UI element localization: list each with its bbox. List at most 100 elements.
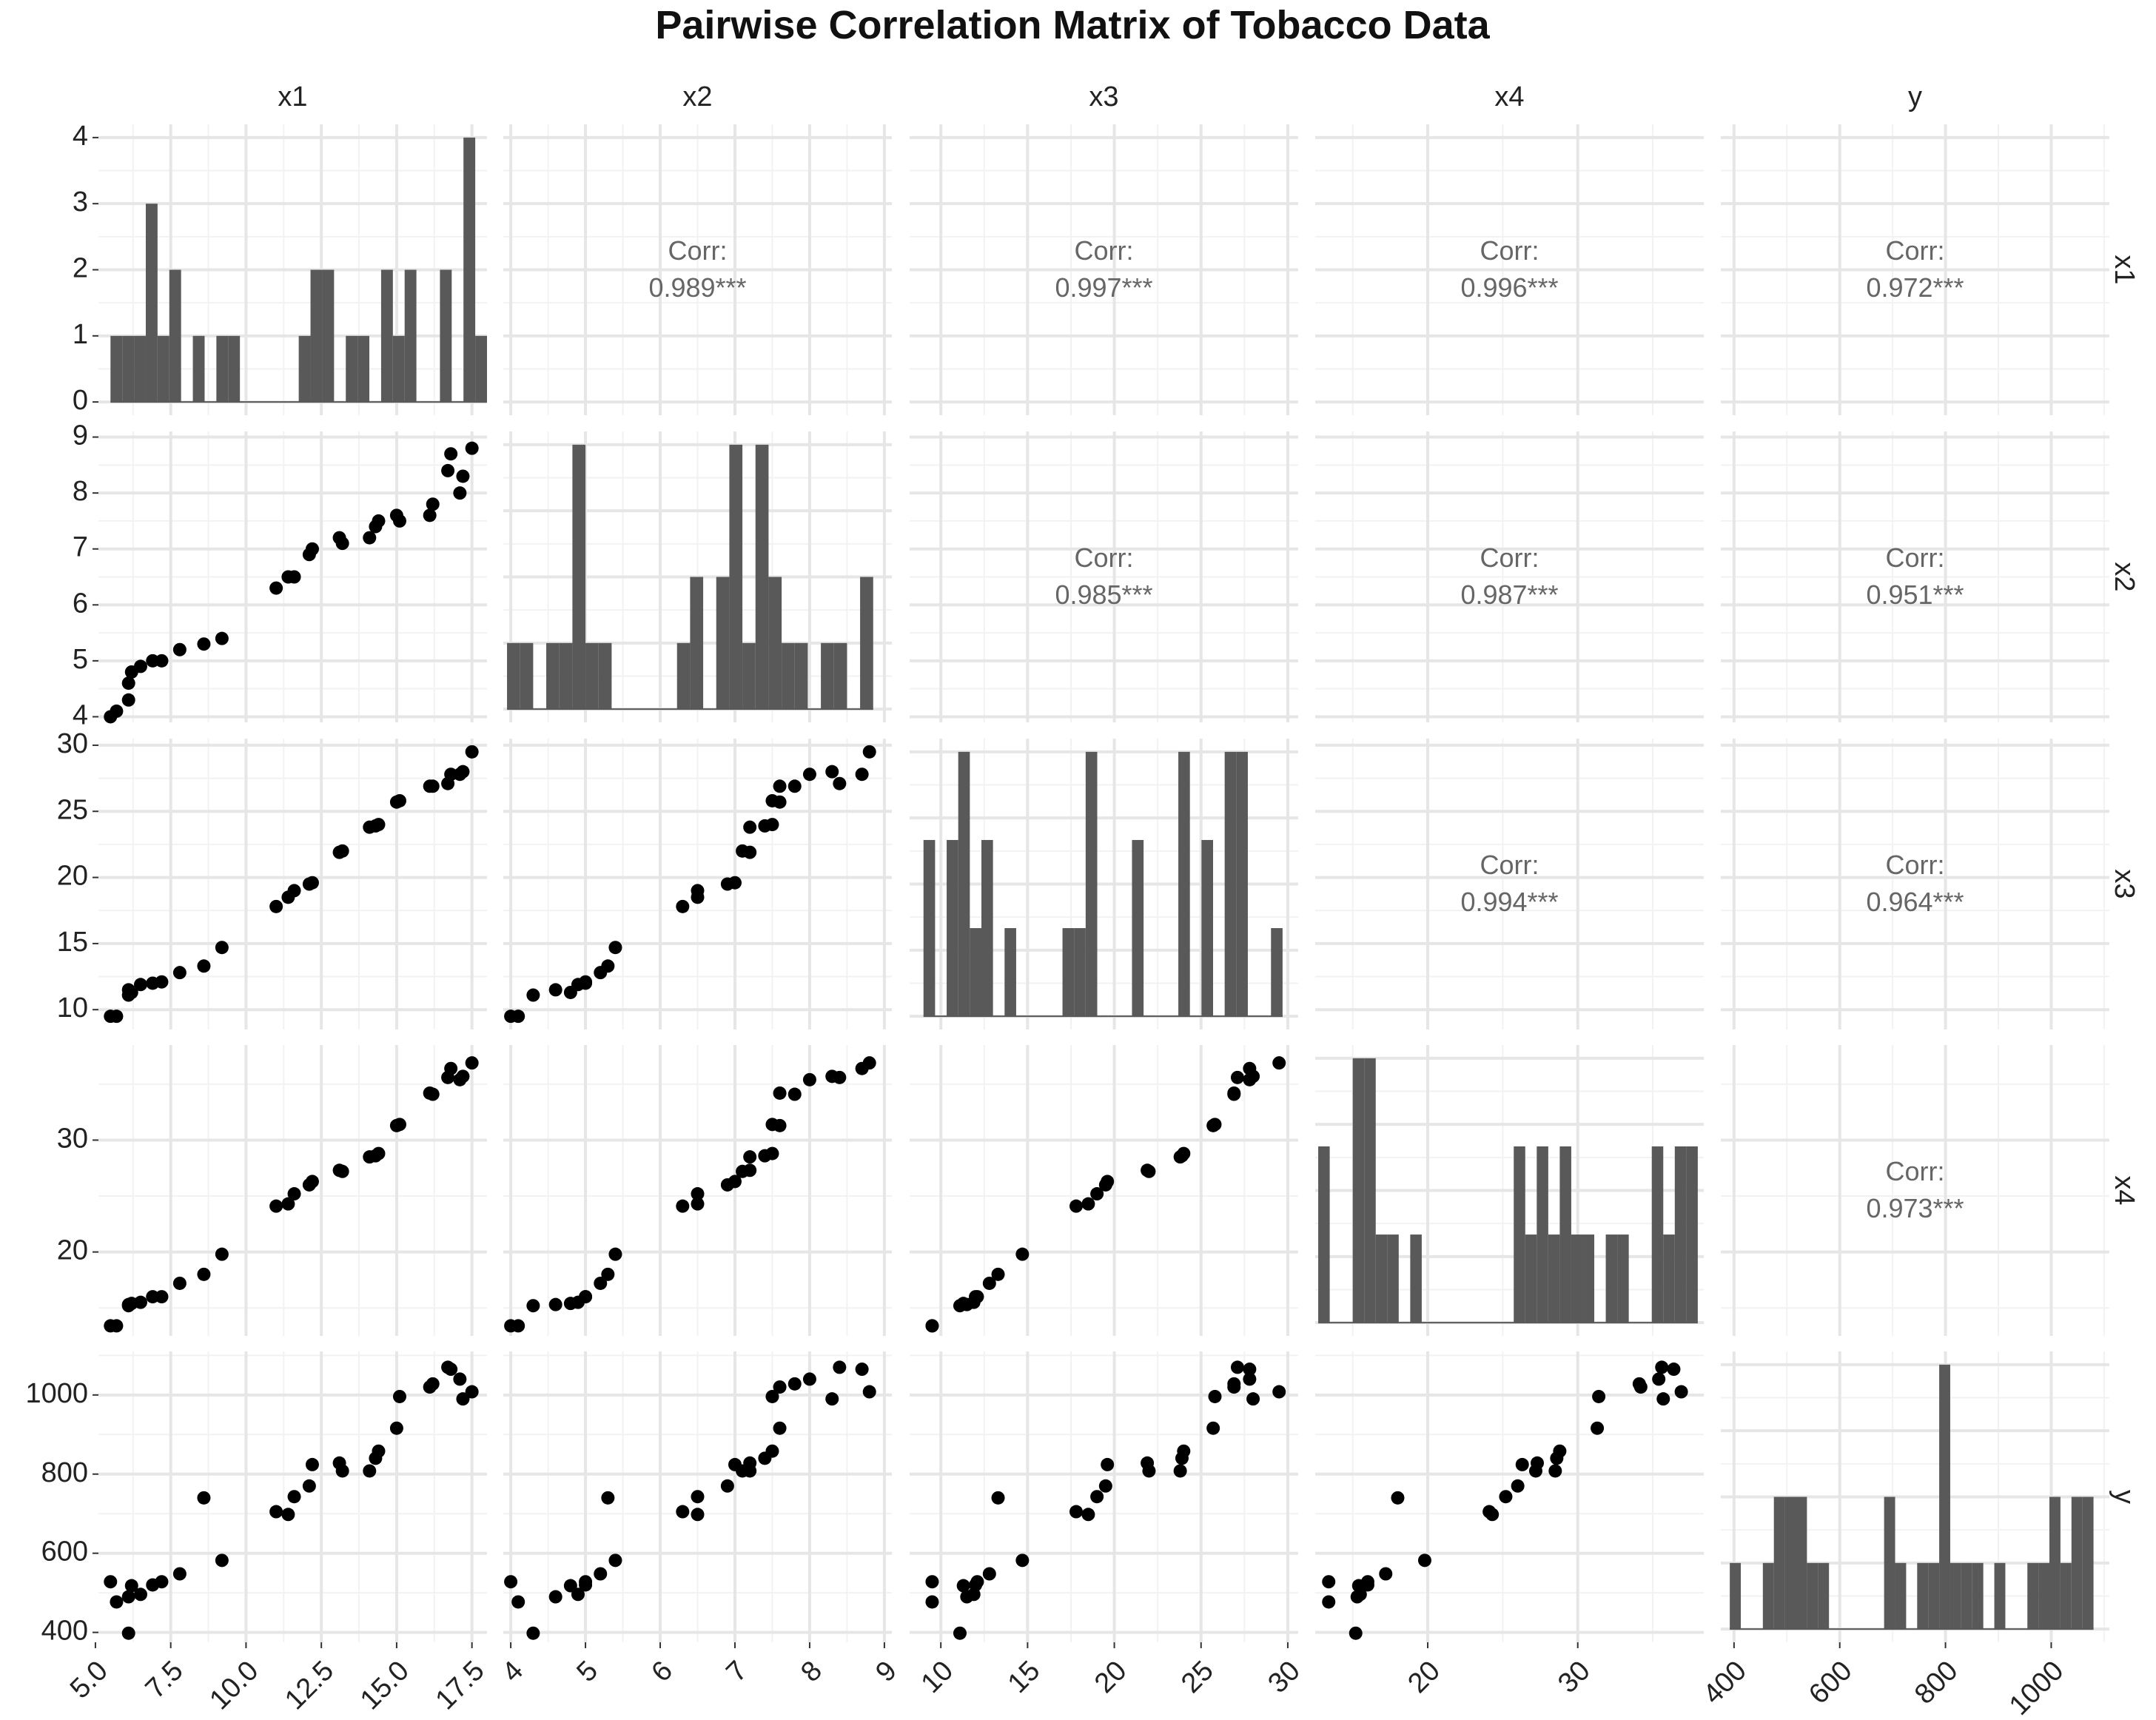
histogram-bar bbox=[1784, 1496, 1796, 1630]
histogram-bar bbox=[192, 335, 205, 403]
histogram-bar bbox=[1895, 1562, 1907, 1630]
scatter-point bbox=[571, 1588, 585, 1602]
y-tick-label-x3: 30 bbox=[57, 728, 88, 759]
y-tick-label-x3: 20 bbox=[57, 861, 88, 892]
scatter-point bbox=[335, 1164, 349, 1178]
y-tick-label-x4: 30 bbox=[57, 1123, 88, 1155]
scatter-point bbox=[1142, 1164, 1156, 1178]
corr-value: 0.973*** bbox=[1866, 1193, 1964, 1223]
scatter-point bbox=[389, 1421, 403, 1435]
histogram-bar bbox=[1236, 751, 1248, 1017]
histogram-bar bbox=[1674, 1146, 1687, 1323]
panel-x3-x4: Corr: 0.994*** bbox=[1315, 739, 1704, 1029]
y-tick-label-x2: 5 bbox=[73, 644, 88, 675]
histogram-bar bbox=[1062, 928, 1075, 1017]
scatter-point bbox=[787, 1087, 802, 1101]
histogram-bar bbox=[1271, 928, 1283, 1017]
scatter-point bbox=[426, 497, 440, 511]
corr-label: Corr: bbox=[1075, 542, 1134, 573]
scatter-point bbox=[991, 1491, 1005, 1505]
corr-value: 0.985*** bbox=[1055, 580, 1152, 610]
histogram-bar bbox=[1375, 1234, 1388, 1323]
corr-value: 0.951*** bbox=[1866, 580, 1964, 610]
histogram-bar bbox=[794, 642, 808, 710]
scatter-point bbox=[1081, 1197, 1095, 1211]
scatter-point bbox=[197, 1267, 211, 1281]
scatter-point bbox=[172, 966, 187, 980]
scatter-point bbox=[991, 1267, 1005, 1281]
panel-x4-x1 bbox=[98, 1045, 487, 1336]
scatter-point bbox=[765, 1146, 779, 1160]
scatter-point bbox=[691, 884, 705, 898]
scatter-point bbox=[511, 1319, 525, 1333]
y-tick-label-x2: 8 bbox=[73, 476, 88, 507]
x-tick-label-y: 1000 bbox=[2004, 1655, 2069, 1720]
panel-x2-y: Corr: 0.951*** bbox=[1721, 431, 2109, 722]
scatter-point bbox=[392, 1389, 406, 1403]
scatter-point bbox=[465, 1056, 479, 1070]
histogram-bar bbox=[585, 642, 599, 710]
corr-label: Corr: bbox=[1075, 235, 1134, 266]
histogram-bar bbox=[1201, 839, 1214, 1017]
scatter-point bbox=[110, 1010, 124, 1024]
panel-x4-x4 bbox=[1315, 1045, 1704, 1336]
y-tick-label-x1: 2 bbox=[73, 253, 88, 284]
panel-x1-x2: Corr: 0.989*** bbox=[503, 124, 892, 415]
scatter-point bbox=[548, 1297, 562, 1311]
panel-x1-y: Corr: 0.972*** bbox=[1721, 124, 2109, 415]
scatter-point bbox=[855, 767, 869, 782]
y-tick-label-y: 600 bbox=[41, 1536, 88, 1568]
scatter-point bbox=[765, 1118, 779, 1132]
scatter-point bbox=[802, 767, 816, 782]
histogram-bar bbox=[507, 642, 520, 710]
x-tick-label-x2: 8 bbox=[795, 1655, 828, 1688]
histogram-bar bbox=[110, 335, 123, 403]
y-tick-label-y: 1000 bbox=[25, 1378, 88, 1409]
histogram-bar bbox=[1807, 1562, 1819, 1630]
histogram-bar bbox=[860, 577, 873, 710]
scatter-point bbox=[305, 1457, 319, 1471]
histogram-bar bbox=[228, 335, 241, 403]
scatter-point bbox=[444, 1363, 458, 1377]
scatter-point bbox=[392, 514, 406, 528]
histogram-bar bbox=[157, 335, 169, 403]
panel-y-x4 bbox=[1315, 1351, 1704, 1642]
scatter-point bbox=[372, 514, 386, 528]
scatter-point bbox=[110, 1319, 124, 1333]
panel-x1-x1 bbox=[98, 124, 487, 415]
y-tick-label-x2: 9 bbox=[73, 420, 88, 451]
corr-value: 0.997*** bbox=[1055, 272, 1152, 303]
histogram-bar bbox=[1085, 751, 1098, 1017]
scatter-point bbox=[1246, 1069, 1260, 1084]
scatter-point bbox=[287, 884, 301, 898]
histogram-bar bbox=[1132, 839, 1144, 1017]
scatter-point bbox=[1349, 1626, 1363, 1640]
histogram-bar bbox=[1525, 1234, 1537, 1323]
scatter-point bbox=[765, 1444, 779, 1458]
histogram-bar bbox=[1514, 1146, 1525, 1323]
histogram-bar bbox=[1364, 1058, 1376, 1323]
panel-x3-y: Corr: 0.964*** bbox=[1721, 739, 2109, 1029]
corr-label: Corr: bbox=[1886, 542, 1945, 573]
strip-top-x2: x2 bbox=[682, 81, 712, 112]
scatter-point bbox=[1417, 1553, 1431, 1568]
scatter-point bbox=[1485, 1508, 1500, 1522]
histogram-bar bbox=[145, 204, 158, 403]
histogram-bar bbox=[2038, 1562, 2050, 1630]
y-tick-label-x1: 3 bbox=[73, 187, 88, 218]
y-tick-label-y: 400 bbox=[41, 1616, 88, 1647]
histogram-bar bbox=[559, 642, 573, 710]
scatter-point bbox=[579, 1575, 593, 1589]
scatter-point bbox=[1379, 1567, 1393, 1581]
scatter-point bbox=[1177, 1444, 1191, 1458]
strip-top-y: y bbox=[1908, 81, 1922, 112]
scatter-point bbox=[970, 1290, 984, 1304]
scatter-point bbox=[1177, 1146, 1191, 1160]
scatter-point bbox=[155, 1290, 169, 1304]
scatter-point bbox=[155, 654, 169, 668]
panel-x4-y: Corr: 0.973*** bbox=[1721, 1045, 2109, 1336]
corr-label: Corr: bbox=[1480, 542, 1539, 573]
strip-right-x4: x4 bbox=[2109, 1175, 2140, 1205]
